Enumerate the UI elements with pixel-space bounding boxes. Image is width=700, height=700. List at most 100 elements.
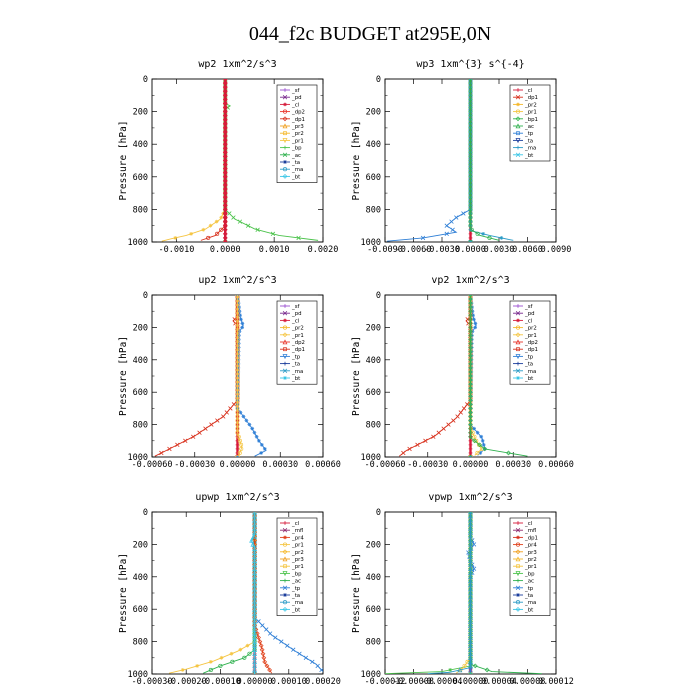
legend-label: _tp [291,586,301,592]
panel-title: wp3 1xm^{3} s^{-4} [416,59,524,70]
legend-marker [283,578,287,583]
data-point [255,227,260,232]
series-line [470,79,514,241]
legend-label: _ma [291,600,303,606]
y-tick-label: 800 [366,205,381,215]
data-point [235,430,240,435]
legend-label: _pr1 [524,564,537,570]
data-point [195,664,200,668]
data-point [469,390,473,395]
data-point [468,667,473,673]
data-point [215,231,220,236]
y-axis-label: Pressure [hPa] [351,120,362,200]
chart-panel-3: up2 1xm^2/s^3 Pressure [hPa] 0 200 400 600 800… [118,275,341,470]
y-tick-label: 0 [143,75,148,85]
legend-label: _cl [524,88,532,94]
legend-marker [515,138,521,144]
data-point [471,542,477,547]
data-point [446,422,451,427]
x-tick-label: -0.00004 [422,677,463,687]
legend-marker [282,123,288,129]
y-tick-label: 800 [133,205,148,215]
data-point [252,430,257,435]
data-point [201,227,206,232]
x-tick-label: 0.00060 [538,460,574,470]
y-tick-label: 400 [133,573,148,583]
legend-marker [515,116,521,122]
x-tick-label: -0.0030 [424,245,460,255]
data-point [235,382,240,387]
data-point [420,235,426,241]
data-point [238,647,243,652]
data-point [190,434,196,439]
legend-marker [515,95,521,100]
legend-marker [282,607,288,612]
data-point [468,142,473,147]
legend-marker [282,167,288,172]
legend-label: _bp [524,571,535,577]
data-point [239,317,243,322]
legend-marker [283,347,287,352]
legend-label: _pr2 [524,557,537,563]
legend-label: _ta [524,593,533,599]
data-point [469,374,474,378]
y-tick-label: 0 [376,75,381,85]
legend-label: _ta [291,362,300,368]
legend-label: _pr2 [291,131,304,137]
data-point [468,133,473,139]
legend-label: _pr4 [524,543,537,549]
legend-marker [282,138,288,144]
data-point [469,357,474,362]
data-point [241,414,246,419]
legend-label: _sf [291,304,300,310]
data-point [208,667,213,673]
data-point [471,313,475,318]
data-point [259,442,264,447]
data-point [478,451,483,455]
series-line [470,79,500,241]
legend-label: _bt [524,376,533,382]
data-point [262,447,267,451]
data-point [310,659,315,665]
data-point [468,129,473,135]
legend-marker [516,145,520,150]
data-point [468,93,473,98]
legend-marker [515,571,521,577]
data-point [468,158,473,163]
legend-marker [515,607,521,612]
y-tick-label: 400 [366,573,381,583]
data-point [423,438,428,443]
data-point [499,236,504,240]
legend-label: _dp1 [524,535,538,541]
data-point [235,295,240,298]
series-line [398,295,471,457]
data-point [235,451,240,455]
data-point [431,434,436,439]
data-point [468,178,473,183]
y-tick-label: 400 [133,140,148,150]
legend-label: _bt [291,376,300,382]
data-point [235,414,240,419]
legend-marker [516,593,520,597]
chart-panel-5: upwp 1xm^2/s^3 Pressure [hPa] 0 200 400 600 80… [118,492,341,687]
legend-marker [283,131,287,136]
data-point [235,369,240,375]
series-line [161,79,226,242]
data-point [236,349,241,354]
legend-label: _mfl [291,528,303,534]
series-line [154,295,238,457]
data-point [235,345,240,350]
data-point [215,418,220,423]
legend-marker [282,528,288,533]
legend-label: _bp [291,146,302,152]
y-tick-label: 600 [133,173,148,183]
data-point [259,451,264,455]
legend-label: _pr2 [524,326,537,332]
data-point [219,215,224,220]
data-point [468,79,473,82]
data-point [235,317,240,322]
legend-label: _dp1 [524,95,538,101]
legend-label: _pr2 [291,550,304,556]
data-point [441,426,446,431]
